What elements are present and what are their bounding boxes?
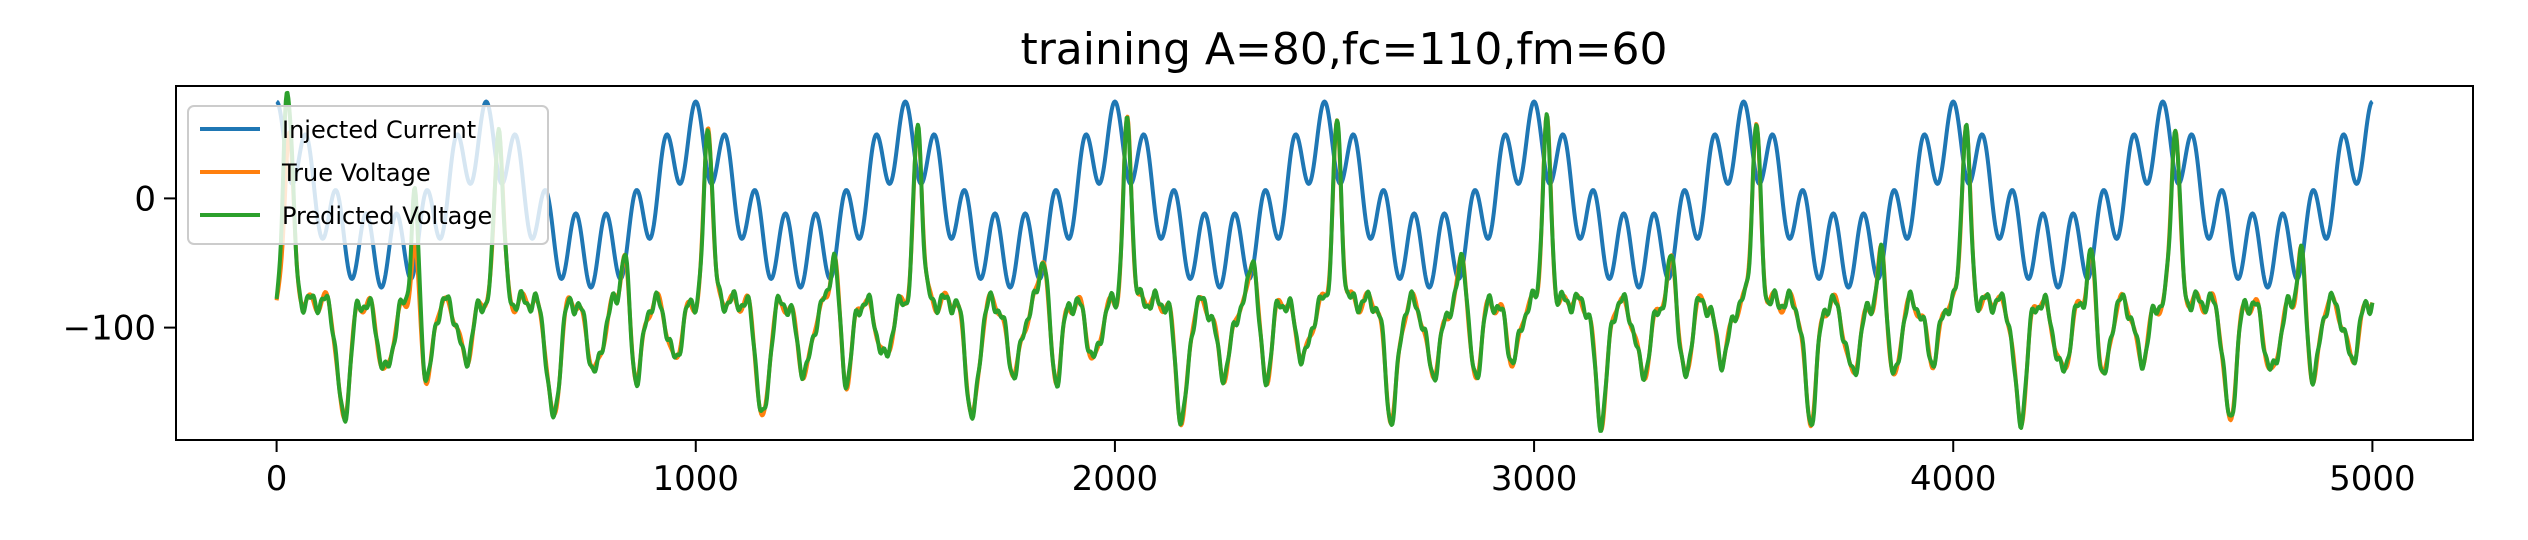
axes-frame [175,85,2474,441]
x-tick-label: 3000 [1491,459,1578,499]
legend-label-injected-current: Injected Current [282,116,476,144]
x-tick-label: 5000 [2329,459,2416,499]
legend-label-true-voltage: True Voltage [281,159,431,187]
plot-area [274,90,2375,433]
chart-title: training A=80,fc=110,fm=60 [1020,24,1667,75]
series-line-predicted-voltage [274,90,2375,433]
x-tick-label: 1000 [652,459,739,499]
legend: Injected Current True Voltage Predicted … [187,105,549,245]
y-axis: 0 −100 [63,179,176,349]
legend-box [187,105,549,245]
x-axis: 0 1000 2000 3000 4000 5000 [266,440,2416,499]
x-tick-label: 2000 [1072,459,1159,499]
x-tick-label: 0 [266,459,288,499]
y-tick-label: −100 [63,309,156,349]
x-tick-label: 4000 [1910,459,1997,499]
y-tick-label: 0 [134,179,156,219]
legend-label-predicted-voltage: Predicted Voltage [282,202,492,230]
